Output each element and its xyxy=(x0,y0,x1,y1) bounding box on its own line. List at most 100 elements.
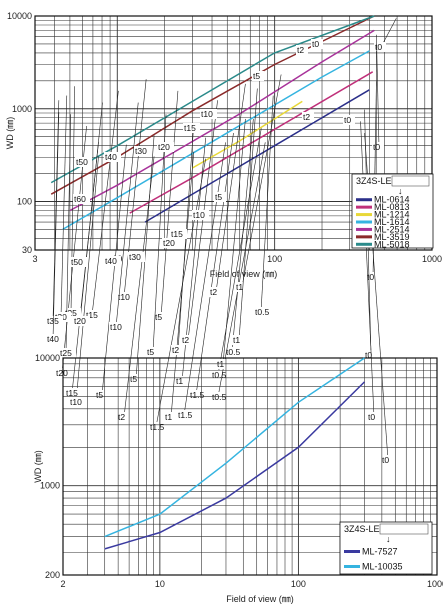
annotation-bg xyxy=(164,412,176,422)
annotation-bg xyxy=(109,322,126,332)
annotation-leader xyxy=(222,118,246,365)
annotation-leader xyxy=(215,83,246,293)
chart-bottom: 2 10 100 1000 200 1000 10000 Field of view (㎜) W… xyxy=(33,39,443,604)
annotation-label: t10 xyxy=(110,322,122,332)
annotation-label: t35 xyxy=(47,316,59,326)
annotation-label: t2 xyxy=(172,345,179,355)
annotation-leader xyxy=(79,102,103,322)
annotation-bg xyxy=(146,347,158,357)
annotation-leader xyxy=(160,90,179,318)
legend-arrow-icon: ↓ xyxy=(398,186,403,196)
annotation-leader xyxy=(217,142,266,398)
annotation-bg xyxy=(364,350,376,360)
annotation-label: t5 xyxy=(253,71,260,81)
annotation-leader xyxy=(241,74,282,288)
annotation-bg xyxy=(252,71,264,81)
annotation-bg xyxy=(157,142,174,152)
annotation-bg xyxy=(104,256,121,266)
annotation-leader xyxy=(123,79,147,298)
annotation-label: t10 xyxy=(118,292,130,302)
annotation-bg xyxy=(254,307,276,317)
annotation-bg xyxy=(59,348,76,358)
legend-entry: ML-1614 xyxy=(374,217,410,227)
x-tick-label: 3 xyxy=(32,254,37,264)
annotation-leader xyxy=(52,100,60,322)
annotation-bg xyxy=(134,146,151,156)
y-tick-label: 1000 xyxy=(40,481,60,491)
series-line xyxy=(104,357,365,538)
annotation-bg xyxy=(302,112,314,122)
annotation-leader xyxy=(91,90,119,316)
annotation-label: t0 xyxy=(382,455,389,465)
annotation-bg xyxy=(177,410,199,420)
series-line xyxy=(50,15,375,195)
annotation-bg xyxy=(189,390,211,400)
annotation-bg xyxy=(128,252,145,262)
annotation-label: t2 xyxy=(297,45,304,55)
annotation-label: t1.5 xyxy=(150,422,164,432)
annotation-bg xyxy=(296,45,308,55)
annotation-leader xyxy=(183,142,226,416)
annotation-leader xyxy=(70,86,75,314)
annotation-label: t5 xyxy=(96,390,103,400)
annotation-bg xyxy=(235,282,247,292)
legend-entry: ML-10035 xyxy=(362,562,403,572)
annotation-label: t1 xyxy=(233,335,240,345)
series-line xyxy=(69,29,375,212)
annotation-label: t30 xyxy=(135,146,147,156)
annotation-bg xyxy=(311,39,323,49)
annotation-bg xyxy=(104,152,121,162)
annotation-bg xyxy=(381,455,393,465)
annotation-label: t60 xyxy=(74,194,86,204)
annotation-bg xyxy=(374,42,386,52)
y-tick-label: 10000 xyxy=(35,353,60,363)
annotation-label: t0.5 xyxy=(212,392,226,402)
annotation-bg xyxy=(366,272,378,282)
annotation-bg xyxy=(117,292,134,302)
x-axis-label: Field of view (㎜) xyxy=(210,269,278,279)
annotation-bg xyxy=(85,310,102,320)
annotation-leader xyxy=(61,125,87,374)
annotation-label: t10 xyxy=(70,397,82,407)
annotation-label: t0.5 xyxy=(226,347,240,357)
series-line xyxy=(50,15,375,184)
x-axis-label: Field of view (㎜) xyxy=(226,594,294,604)
annotation-leader xyxy=(60,95,68,318)
annotation-label: t15 xyxy=(66,388,78,398)
annotation-label: t10 xyxy=(201,109,213,119)
annotation-bg xyxy=(95,390,107,400)
annotation-label: t0.5 xyxy=(255,307,269,317)
annotation-label: t25 xyxy=(60,348,72,358)
annotation-bg xyxy=(372,142,384,152)
annotation-label: t10 xyxy=(193,210,205,220)
annotation-label: t30 xyxy=(129,252,141,262)
annotation-label: t0 xyxy=(367,272,374,282)
series-line xyxy=(104,381,366,550)
y-tick-label: 200 xyxy=(45,570,60,580)
annotation-bg xyxy=(200,109,217,119)
annotation-bg xyxy=(154,312,166,322)
x-tick-label: 1000 xyxy=(422,254,442,264)
annotation-bg xyxy=(209,287,221,297)
annotation-bg xyxy=(73,194,90,204)
annotation-label: t40 xyxy=(105,152,117,162)
legend-entry: ML-2514 xyxy=(374,224,410,234)
annotation-label: t0 xyxy=(312,39,319,49)
annotation-bg xyxy=(65,388,82,398)
x-tick-label: 100 xyxy=(291,579,306,589)
annotation-label: t5 xyxy=(147,347,154,357)
annotation-label: t15 xyxy=(171,229,183,239)
x-tick-label: 10 xyxy=(155,579,165,589)
annotation-label: t50 xyxy=(71,257,83,267)
annotation-leader xyxy=(152,114,167,353)
annotation-bg xyxy=(211,392,233,402)
legend-entry: ML-5018 xyxy=(374,239,410,249)
legend-title: 3Z4S-LE xyxy=(356,176,392,186)
annotation-leader xyxy=(155,158,207,428)
annotation-label: t0 xyxy=(375,42,382,52)
annotation-bg xyxy=(181,335,193,345)
annotation-label: t0 xyxy=(365,350,372,360)
annotation-bg xyxy=(75,157,92,167)
annotation-bg xyxy=(170,229,187,239)
annotation-leader xyxy=(187,100,218,341)
